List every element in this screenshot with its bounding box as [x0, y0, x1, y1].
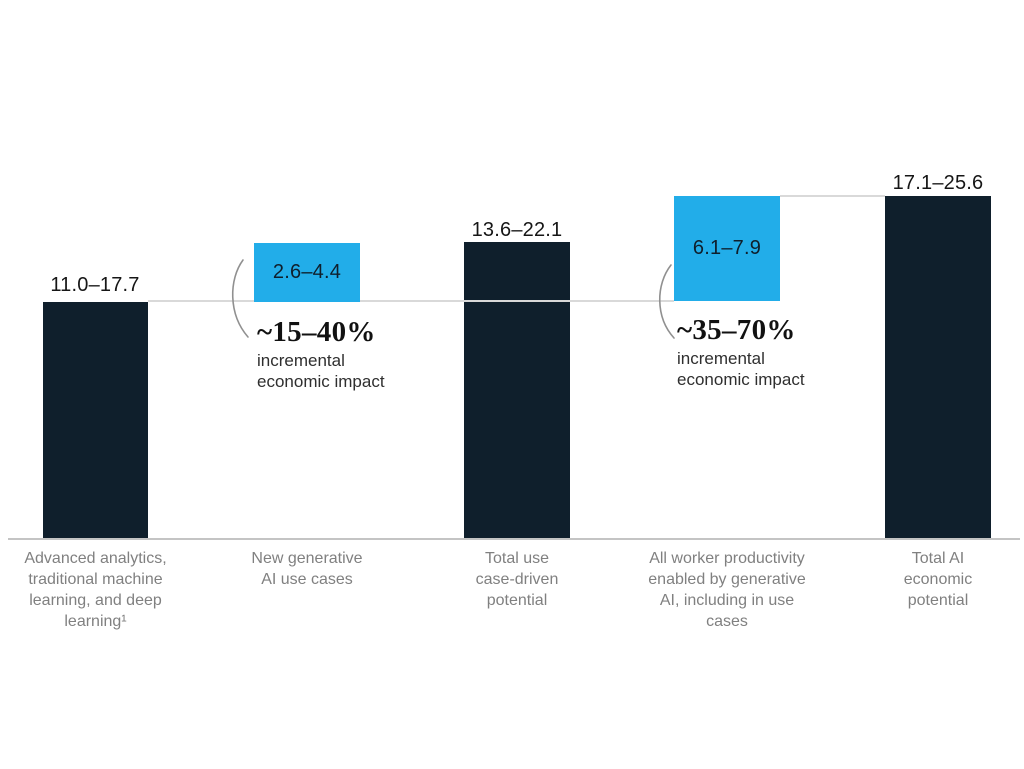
category-label-line: economic [903, 571, 973, 588]
category-label-advanced-analytics: Advanced analytics, traditional machine … [0, 548, 196, 632]
category-label-line: potential [486, 592, 548, 609]
category-label-total-use-case: Total use case-driven potential [417, 548, 617, 611]
category-label-line: Advanced analytics, [24, 550, 167, 567]
category-label-line: Total use [484, 550, 550, 567]
category-label-line: case-driven [475, 571, 559, 588]
bar-new-generative-ai-use-cases: 2.6–4.4 [254, 243, 360, 302]
value-label-advanced-analytics: 11.0–17.7 [50, 274, 140, 296]
bar-total-ai-economic-potential [885, 196, 991, 538]
value-label-total-ai: 17.1–25.6 [892, 172, 984, 194]
annotation-body-2-line-2: economic impact [677, 370, 805, 389]
category-label-line: New generative [251, 550, 363, 567]
annotation-incremental-impact-1: ~15–40% incremental economic impact [257, 318, 385, 392]
x-axis-line [8, 538, 1020, 540]
connector-line-total-level [780, 195, 885, 197]
category-label-total-ai: Total AI economic potential [838, 548, 1024, 611]
bar-advanced-analytics [43, 302, 148, 538]
bar-total-use-case-driven-potential [464, 242, 570, 538]
category-label-line: learning, and deep [29, 592, 162, 609]
value-label-total-use-case: 13.6–22.1 [471, 219, 563, 241]
bar-value-worker-productivity: 6.1–7.9 [692, 237, 762, 259]
category-label-line: enabled by generative [648, 571, 806, 588]
annotation-arc-1 [231, 259, 249, 338]
category-label-line: Total AI [911, 550, 965, 567]
category-label-new-generative-ai: New generative AI use cases [207, 548, 407, 590]
category-label-line: potential [907, 592, 969, 609]
connector-line-base-level [148, 300, 674, 302]
annotation-body-1-line-2: economic impact [257, 372, 385, 391]
annotation-incremental-impact-2: ~35–70% incremental economic impact [677, 316, 805, 390]
annotation-body-2-line-1: incremental [677, 349, 765, 368]
category-label-line: AI, including in use [659, 592, 795, 609]
category-label-line: traditional machine [28, 571, 163, 588]
category-label-line: cases [706, 613, 748, 630]
annotation-headline-2: ~35–70% [677, 314, 796, 346]
category-label-line: All worker productivity [649, 550, 805, 567]
annotation-body-1-line-1: incremental [257, 351, 345, 370]
annotation-headline-1: ~15–40% [257, 316, 376, 348]
bar-value-new-generative-ai: 2.6–4.4 [272, 261, 342, 283]
bar-worker-productivity: 6.1–7.9 [674, 196, 780, 301]
category-label-line: AI use cases [261, 571, 353, 588]
category-label-worker-productivity: All worker productivity enabled by gener… [607, 548, 847, 632]
category-label-line: learning¹ [64, 613, 127, 630]
